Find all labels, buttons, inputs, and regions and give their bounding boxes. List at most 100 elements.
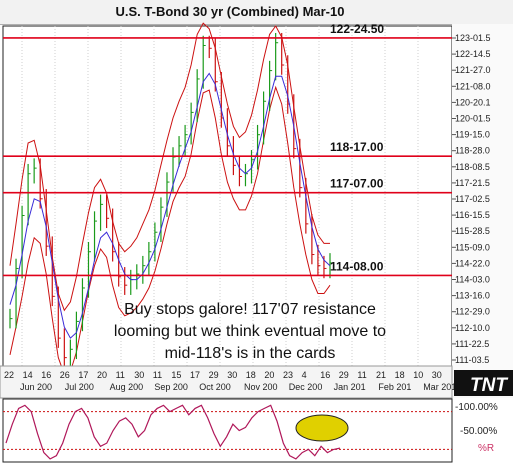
- price-bar: [99, 194, 104, 231]
- price-bar: [275, 32, 279, 81]
- y-tick-label: 120-20.1: [455, 97, 491, 107]
- price-bar: [106, 194, 110, 229]
- x-day-tick-label: 11: [116, 370, 125, 380]
- x-axis-band: [0, 365, 453, 399]
- y-tick-label: 117-21.5: [455, 178, 490, 188]
- tnt-logo: TNT: [454, 370, 513, 396]
- x-month-tick-label: Oct 200: [199, 382, 231, 392]
- x-day-tick-label: 29: [209, 370, 219, 380]
- x-day-tick-label: 14: [23, 370, 33, 380]
- x-day-tick-label: 11: [153, 370, 162, 380]
- price-bar: [202, 35, 206, 89]
- x-day-tick-label: 30: [134, 370, 144, 380]
- chart-title: U.S. T-Bond 30 yr (Combined) Mar-10: [115, 4, 345, 19]
- x-month-tick-label: Nov 200: [244, 382, 278, 392]
- y-tick-label: 114-22.0: [455, 258, 490, 268]
- y-tick-label: 123-01.5: [455, 33, 491, 43]
- price-bar: [311, 214, 315, 265]
- price-bar: [299, 138, 303, 198]
- price-bar: [178, 136, 182, 167]
- y-tick-label: 117-02.5: [455, 194, 490, 204]
- price-bar: [33, 158, 37, 184]
- price-bar: [63, 328, 67, 368]
- level-label: 117-07.00: [330, 177, 384, 191]
- price-bar: [190, 102, 194, 145]
- price-bar: [166, 172, 170, 217]
- x-day-tick-label: 17: [78, 370, 88, 380]
- x-month-tick-label: Aug 200: [110, 382, 144, 392]
- price-bar: [226, 108, 230, 156]
- level-label: 114-08.00: [330, 259, 384, 273]
- x-day-tick-label: 20: [264, 370, 274, 380]
- price-axis-area: [452, 24, 513, 398]
- x-month-tick-label: Feb 201: [378, 382, 411, 392]
- y-tick-label: 115-28.5: [455, 226, 490, 236]
- price-bar: [15, 258, 19, 329]
- y-tick-label: 113-16.0: [455, 291, 490, 301]
- price-bar: [75, 311, 79, 360]
- price-bar: [256, 124, 261, 170]
- price-bar: [269, 60, 273, 111]
- x-day-tick-label: 18: [246, 370, 256, 380]
- y-tick-label: 121-27.0: [455, 65, 491, 75]
- y-tick-label: 122-14.5: [455, 49, 491, 59]
- x-day-tick-label: 22: [4, 370, 14, 380]
- moving-average-line: [9, 72, 331, 339]
- y-tick-label: 120-01.5: [455, 114, 491, 124]
- highlight-ellipse: [295, 414, 349, 442]
- price-bar: [9, 308, 13, 329]
- y-tick-label: 119-15.0: [455, 130, 490, 140]
- x-month-tick-label: Jan 201: [334, 382, 366, 392]
- price-bar: [118, 241, 122, 287]
- price-bar: [196, 69, 200, 123]
- title-bar: U.S. T-Bond 30 yr (Combined) Mar-10: [0, 0, 513, 25]
- x-day-tick-label: 20: [97, 370, 107, 380]
- oscillator-panel: -100.00% -50.00% %R: [2, 398, 498, 463]
- osc-legend-label: %R: [478, 443, 494, 454]
- level-label: 118-17.00: [330, 140, 384, 154]
- annotation-line: looming but we think eventual move to: [114, 323, 386, 340]
- level-label: 122-24.50: [330, 22, 384, 36]
- y-tick-label: 111-03.5: [455, 355, 489, 365]
- x-day-tick-label: 16: [320, 370, 330, 380]
- price-bar: [148, 241, 152, 276]
- price-bar: [136, 264, 140, 290]
- x-day-tick-label: 16: [41, 370, 51, 380]
- x-month-tick-label: Sep 200: [154, 382, 188, 392]
- x-day-tick-label: 10: [413, 370, 423, 380]
- y-tick-label: 112-10.0: [455, 323, 490, 333]
- price-panel: 123-01.5 122-14.5 121-27.0 121-08.0 120-20.1…: [2, 22, 513, 398]
- price-bar: [27, 163, 31, 226]
- x-day-tick-label: 15: [171, 370, 181, 380]
- price-bar: [124, 267, 128, 295]
- price-plot-area: [2, 25, 453, 367]
- price-bar: [214, 38, 218, 92]
- annotation-line: mid-118's is in the cards: [165, 345, 336, 362]
- price-bar: [142, 255, 146, 284]
- price-bar: [112, 208, 116, 262]
- x-axis: 22 14 16 26 17 20 11 30 11 15 17 29 30 18 20 23 4 16 29 11 2…: [0, 365, 513, 399]
- price-bar: [69, 339, 73, 368]
- price-bar: [51, 236, 55, 307]
- price-bar: [238, 155, 242, 187]
- y-tick-label: 116-15.5: [455, 210, 490, 220]
- y-tick-label: 121-08.0: [455, 81, 491, 91]
- x-day-tick-label: 29: [339, 370, 349, 380]
- x-day-tick-label: 11: [357, 370, 366, 380]
- price-bar: [93, 211, 98, 262]
- y-tick-label: 118-08.5: [455, 162, 490, 172]
- x-day-tick-label: 21: [376, 370, 386, 380]
- logo-background: [454, 370, 513, 396]
- price-bar: [154, 222, 158, 262]
- price-bar: [208, 35, 212, 59]
- x-day-tick-label: 18: [395, 370, 405, 380]
- price-bar: [160, 197, 164, 242]
- x-day-tick-label: 17: [190, 370, 200, 380]
- y-tick-label: 114-03.0: [455, 275, 490, 285]
- price-bar: [21, 205, 25, 279]
- x-day-tick-label: 26: [60, 370, 70, 380]
- oscillator-plot-area: [2, 398, 453, 463]
- logo-text: TNT: [470, 375, 508, 396]
